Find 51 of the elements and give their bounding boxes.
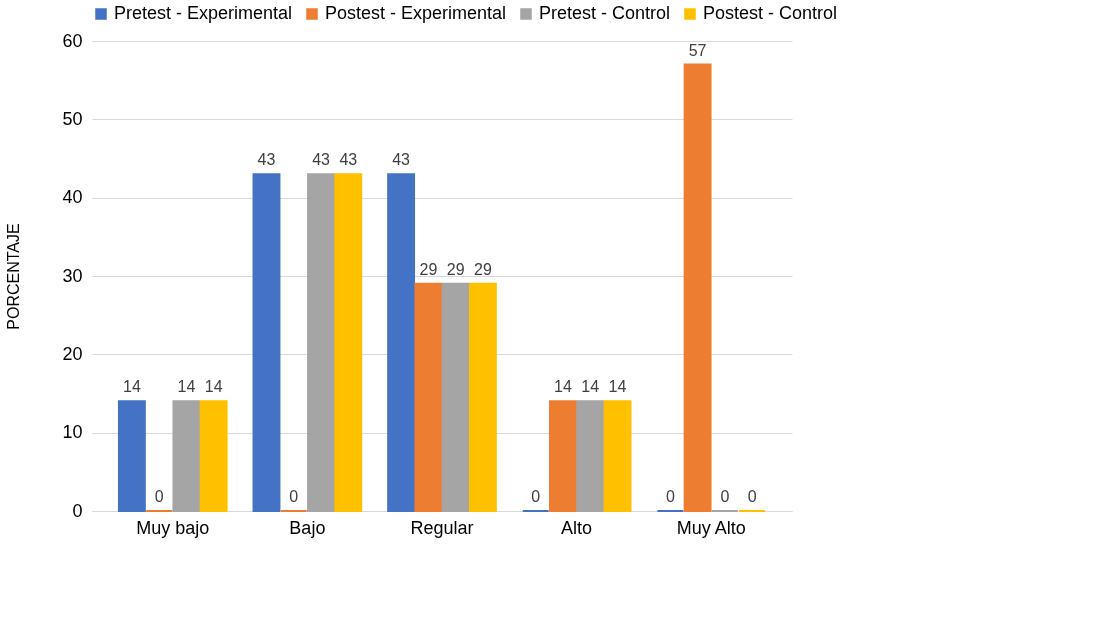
data-label: 0: [154, 488, 164, 505]
data-label: 0: [665, 488, 675, 505]
y-tick-label: 20: [62, 343, 83, 364]
data-label: 57: [688, 41, 707, 59]
legend-label: Postest - Experimental: [325, 3, 507, 23]
data-label: 29: [419, 260, 438, 278]
data-label: 14: [581, 378, 600, 396]
x-tick-label: Regular: [410, 517, 474, 538]
data-label: 0: [720, 488, 730, 505]
y-axis-title: PORCENTAJE: [5, 223, 23, 330]
data-label: 0: [747, 488, 757, 505]
bar: [334, 173, 363, 512]
data-label: 14: [177, 378, 196, 396]
bar: [172, 400, 201, 512]
bar: [441, 282, 470, 512]
bar: [468, 282, 497, 512]
bar: [252, 173, 281, 512]
bar: [414, 282, 443, 512]
y-tick-label: 40: [62, 187, 83, 208]
bar: [387, 173, 416, 512]
data-label: 14: [122, 378, 141, 396]
y-tick-label: 10: [62, 422, 83, 443]
y-tick-label: 50: [62, 108, 83, 129]
x-tick-label: Alto: [561, 517, 593, 538]
data-label: 43: [257, 151, 276, 169]
data-label: 14: [608, 378, 627, 396]
bar: [576, 400, 605, 512]
data-label: 0: [531, 488, 541, 505]
y-tick-label: 60: [62, 30, 83, 51]
bar: [683, 63, 712, 512]
x-tick-label: Muy bajo: [136, 517, 210, 538]
legend-label: Pretest - Control: [539, 3, 671, 23]
data-label: 14: [554, 378, 572, 396]
x-tick-label: Muy Alto: [676, 517, 746, 538]
legend-label: Pretest - Experimental: [114, 3, 293, 23]
bar: [307, 173, 335, 512]
bar: [199, 400, 228, 512]
data-label: 0: [289, 488, 299, 505]
data-label: 29: [474, 260, 492, 278]
y-tick-label: 0: [72, 500, 83, 521]
data-label: 29: [446, 260, 465, 278]
y-tick-label: 30: [62, 265, 83, 286]
data-label: 14: [204, 378, 223, 396]
data-label: 43: [392, 151, 411, 169]
data-label: 43: [312, 151, 331, 169]
bar: [549, 400, 577, 512]
x-tick-label: Bajo: [289, 517, 326, 538]
data-label: 43: [339, 151, 358, 169]
bar: [603, 400, 632, 512]
legend-label: Postest - Control: [703, 3, 838, 23]
bar: [117, 400, 146, 512]
